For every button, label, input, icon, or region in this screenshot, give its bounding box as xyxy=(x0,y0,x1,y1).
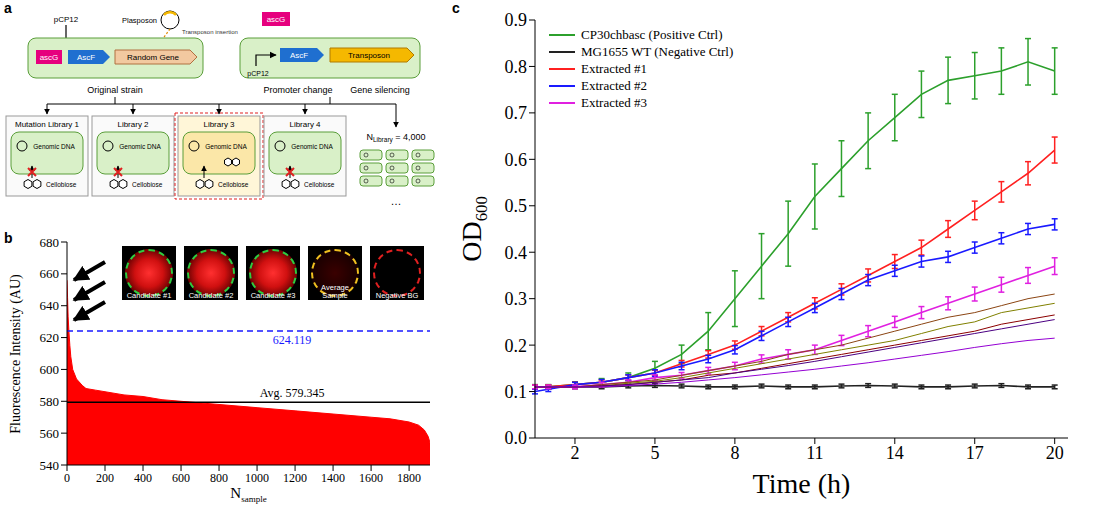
html-text:Candidate #2: Candidate #2 xyxy=(188,290,234,300)
svg-text:Transposon insertion: Transposon insertion xyxy=(182,29,238,35)
svg-text:Genomic DNA: Genomic DNA xyxy=(119,143,161,150)
svg-text:0.0: 0.0 xyxy=(505,428,528,448)
svg-text:Genomic DNA: Genomic DNA xyxy=(291,143,333,150)
svg-text:Random Gene: Random Gene xyxy=(127,53,180,62)
svg-text:624.119: 624.119 xyxy=(273,333,312,347)
svg-text:540: 540 xyxy=(40,458,60,473)
svg-text:0.6: 0.6 xyxy=(505,150,528,170)
svg-text:680: 680 xyxy=(40,235,60,250)
svg-text:14: 14 xyxy=(886,443,904,463)
html-text:Extracted #1: Extracted #1 xyxy=(581,61,648,76)
svg-text:0.1: 0.1 xyxy=(505,382,528,402)
svg-text:Avg. 579.345: Avg. 579.345 xyxy=(260,386,325,400)
svg-text:Plasposon: Plasposon xyxy=(122,16,157,25)
html-text:Nsample: Nsample xyxy=(230,485,267,504)
html-text:Average Sample: Average Sample xyxy=(321,283,349,300)
svg-text:1400: 1400 xyxy=(321,471,345,485)
svg-text:ascG: ascG xyxy=(267,15,286,24)
svg-text:Cellobiose: Cellobiose xyxy=(218,181,249,188)
svg-text:1800: 1800 xyxy=(397,471,421,485)
svg-text:Original strain: Original strain xyxy=(87,85,143,95)
svg-text:11: 11 xyxy=(806,443,823,463)
svg-text:0: 0 xyxy=(64,471,70,485)
svg-text:1200: 1200 xyxy=(283,471,307,485)
svg-text:…: … xyxy=(391,195,402,207)
svg-text:Promoter change: Promoter change xyxy=(263,85,332,95)
svg-text:Library 3: Library 3 xyxy=(203,120,235,129)
svg-text:Genomic DNA: Genomic DNA xyxy=(205,143,247,150)
svg-text:AscF: AscF xyxy=(77,53,95,62)
svg-text:600: 600 xyxy=(172,471,190,485)
svg-text:2: 2 xyxy=(570,443,579,463)
svg-text:8: 8 xyxy=(730,443,739,463)
svg-text:Library 4: Library 4 xyxy=(289,120,321,129)
svg-text:620: 620 xyxy=(40,330,60,345)
svg-text:Cellobiose: Cellobiose xyxy=(132,181,163,188)
svg-text:0.4: 0.4 xyxy=(505,243,528,263)
html-text:Extracted #2: Extracted #2 xyxy=(581,78,648,93)
html-text:CP30chbasc (Positive Ctrl): CP30chbasc (Positive Ctrl) xyxy=(581,27,723,42)
svg-text:AscF: AscF xyxy=(290,51,308,60)
html-text:Fluorescence Intensity (AU): Fluorescence Intensity (AU) xyxy=(8,273,23,434)
html-text:MG1655 WT (Negative Ctrl): MG1655 WT (Negative Ctrl) xyxy=(581,44,734,59)
svg-text:400: 400 xyxy=(134,471,152,485)
svg-text:Mutation Library 1: Mutation Library 1 xyxy=(15,120,80,129)
html-text:600: 600 xyxy=(472,196,492,222)
html-text:Candidate #3: Candidate #3 xyxy=(250,290,296,300)
svg-text:5: 5 xyxy=(650,443,659,463)
html-text:OD: OD xyxy=(455,221,487,262)
svg-text:560: 560 xyxy=(40,426,60,441)
svg-text:Genomic DNA: Genomic DNA xyxy=(33,143,75,150)
html-text:Extracted #3: Extracted #3 xyxy=(581,95,648,110)
html-text:Candidate #1: Candidate #1 xyxy=(126,290,172,300)
svg-text:Gene silencing: Gene silencing xyxy=(350,85,410,95)
svg-text:0.7: 0.7 xyxy=(505,103,528,123)
svg-text:Library 2: Library 2 xyxy=(117,120,149,129)
svg-text:pCP12: pCP12 xyxy=(247,70,269,78)
svg-text:pCP12: pCP12 xyxy=(54,15,79,24)
svg-text:600: 600 xyxy=(40,362,60,377)
html-text:Time (h): Time (h) xyxy=(752,468,851,499)
svg-text:a: a xyxy=(4,0,12,16)
svg-text:20: 20 xyxy=(1046,443,1064,463)
svg-text:0.9: 0.9 xyxy=(505,10,528,30)
svg-text:580: 580 xyxy=(40,394,60,409)
svg-text:200: 200 xyxy=(96,471,114,485)
svg-text:640: 640 xyxy=(40,298,60,313)
svg-text:660: 660 xyxy=(40,266,60,281)
html-text:c: c xyxy=(452,0,460,16)
svg-text:NLibrary = 4,000: NLibrary = 4,000 xyxy=(366,132,425,144)
svg-text:0.3: 0.3 xyxy=(505,289,528,309)
svg-text:1600: 1600 xyxy=(359,471,383,485)
svg-text:ascG: ascG xyxy=(40,53,59,62)
svg-text:800: 800 xyxy=(210,471,228,485)
svg-text:Cellobiose: Cellobiose xyxy=(304,181,335,188)
svg-text:0.2: 0.2 xyxy=(505,336,528,356)
svg-text:Cellobiose: Cellobiose xyxy=(46,181,77,188)
html-text:b: b xyxy=(4,230,13,246)
svg-text:1000: 1000 xyxy=(245,471,269,485)
svg-text:0.8: 0.8 xyxy=(505,57,528,77)
svg-text:0.5: 0.5 xyxy=(505,196,528,216)
svg-text:Transposon: Transposon xyxy=(348,51,390,60)
svg-text:17: 17 xyxy=(966,443,984,463)
html-text:Negative BG: Negative BG xyxy=(375,290,419,300)
